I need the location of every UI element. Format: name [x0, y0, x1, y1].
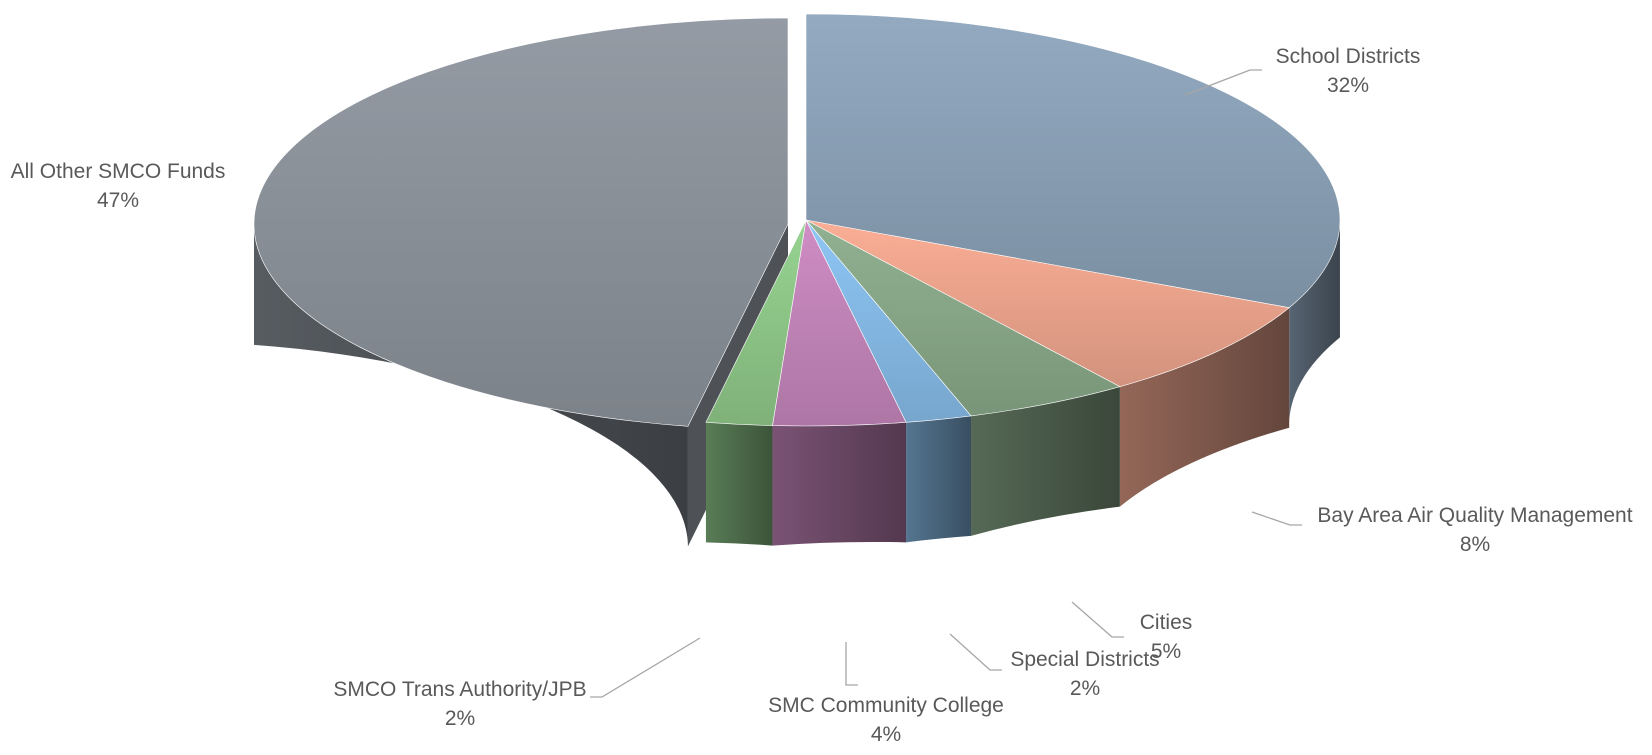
pie-slice-side: [1119, 307, 1290, 507]
pie-slice-side: [772, 422, 907, 546]
pie-slice-side: [705, 422, 773, 546]
pie-slice-side: [971, 386, 1120, 536]
leader-line: [590, 637, 701, 698]
slice-label: Cities: [1140, 611, 1193, 634]
data-labels: School Districts 32% Bay Area Air Quality …: [11, 45, 1633, 746]
pie-slice-side: [906, 415, 972, 543]
slice-percent: 8%: [1460, 533, 1490, 556]
slice-label: SMCO Trans Authority/JPB: [333, 678, 586, 701]
pie-slice-side: [1289, 217, 1340, 428]
pie-slice-cities: [805, 219, 1121, 417]
slice-percent: 32%: [1327, 74, 1369, 97]
pie-tops: [253, 13, 1341, 427]
leader-line: [1071, 601, 1124, 638]
slice-label: SMC Community College: [768, 694, 1004, 717]
slice-label: Bay Area Air Quality Management: [1317, 504, 1632, 527]
leader-line: [1251, 511, 1302, 526]
leader-line: [949, 633, 1002, 671]
pie-slice-smco-trans-authority-jpb: [705, 219, 807, 426]
leader-lines: [590, 69, 1302, 698]
slice-label: All Other SMCO Funds: [11, 160, 226, 183]
leader-line: [1184, 69, 1262, 96]
pie-slice-all-other-smco-funds: [253, 17, 789, 427]
slice-percent: 4%: [871, 723, 901, 746]
leader-line: [845, 642, 858, 686]
slice-percent: 2%: [445, 707, 475, 730]
slice-percent: 2%: [1070, 677, 1100, 700]
pie-slice-bay-area-air-quality-management: [805, 219, 1290, 387]
slice-percent: 47%: [97, 189, 139, 212]
slice-label: Special Districts: [1010, 648, 1159, 671]
slice-label: School Districts: [1276, 45, 1421, 68]
slice-percent: 5%: [1151, 640, 1181, 663]
